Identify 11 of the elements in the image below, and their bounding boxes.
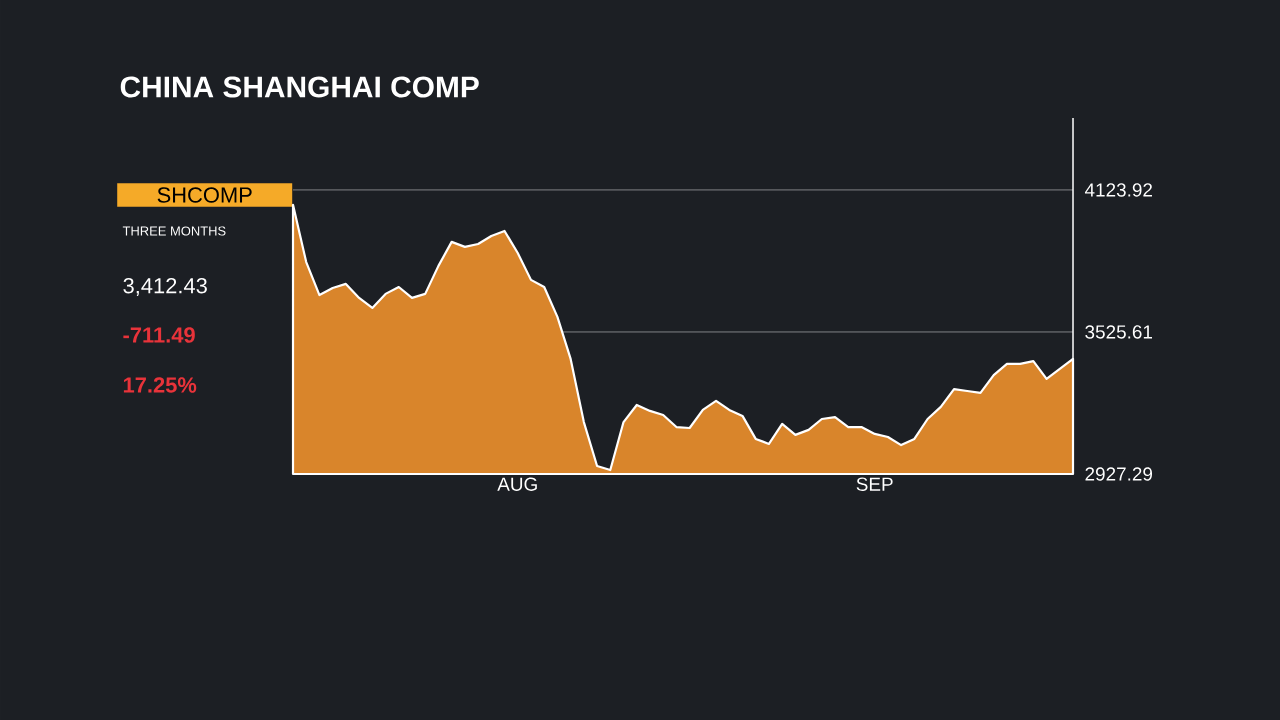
x-tick-label: AUG [497,477,537,491]
text: 3,412.43 [123,277,207,297]
x-tick-label: SEP [856,477,893,491]
y-tick-label: 4123.92 [1084,183,1152,197]
text: -711.49 [123,327,195,343]
chart-title: CHINA SHANGHAI COMP [120,76,479,98]
text: SHCOMP [157,187,252,203]
text: THREE MONTHS [122,226,226,236]
text: 17.25% [123,377,197,393]
y-tick-label: 3525.61 [1085,325,1153,339]
y-tick-label: 2927.29 [1085,467,1153,481]
